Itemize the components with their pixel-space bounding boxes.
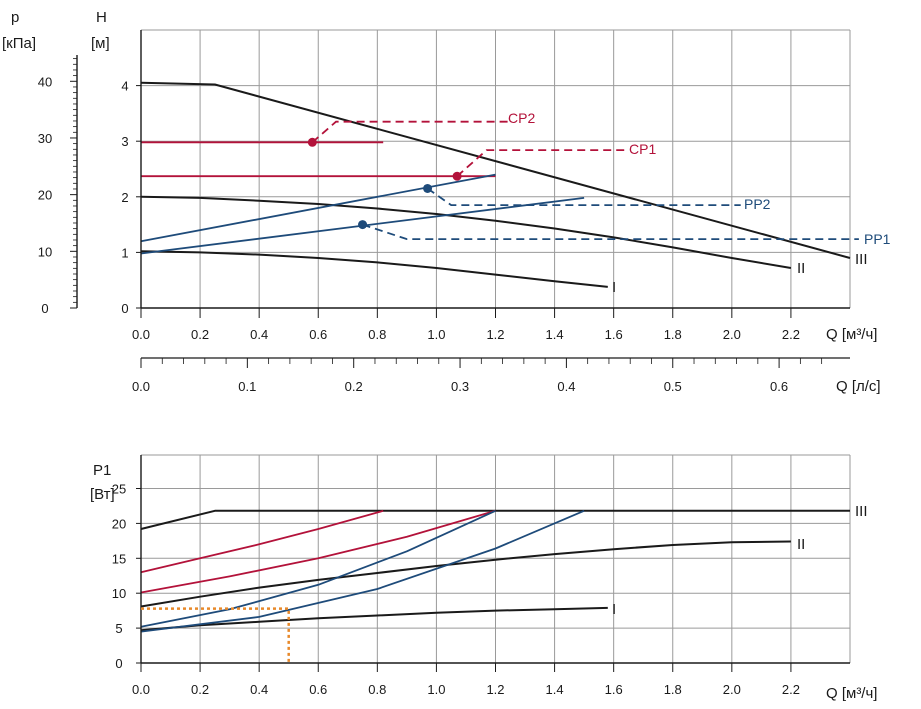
head-chart-operating-points bbox=[307, 120, 859, 241]
power-chart-grid bbox=[141, 454, 851, 663]
head-y-tick-label: 1 bbox=[121, 245, 128, 260]
power-y-tick-label: 10 bbox=[112, 586, 126, 601]
power-curve-label-II: II bbox=[797, 536, 805, 553]
power-curve-CP1 bbox=[140, 509, 496, 594]
op-label-PP1: PP1 bbox=[864, 231, 891, 247]
head-x-tick-label: 0.4 bbox=[250, 327, 268, 342]
head-curve-III bbox=[140, 81, 851, 259]
power-curve-II bbox=[140, 540, 791, 608]
power-x-tick-label: 1.6 bbox=[605, 682, 623, 697]
power-x-tick-label: 0.6 bbox=[309, 682, 327, 697]
head-chart-m-unit: [м] bbox=[91, 35, 110, 52]
op-label-CP2: CP2 bbox=[508, 110, 535, 126]
head-chart-kpa-symbol: p bbox=[11, 9, 19, 26]
power-y-tick-label: 25 bbox=[112, 482, 126, 497]
head-x-tick-label: 0.8 bbox=[368, 327, 386, 342]
head-x-tick-label: 1.6 bbox=[605, 327, 623, 342]
leader-PP1 bbox=[362, 223, 859, 241]
head-curve-II bbox=[140, 195, 792, 269]
power-curve-CP2 bbox=[140, 509, 384, 574]
leader-CP2 bbox=[311, 120, 511, 143]
power-x-tick-label: 0.2 bbox=[191, 682, 209, 697]
power-chart-axes: 0 5 10 15 20 25 0.0 0.2 0.4 0.6 0.8 1.0 1.2 1.4 1.6 1.8… bbox=[112, 455, 850, 697]
head-y-tick-label: 3 bbox=[121, 134, 128, 149]
lps-tick-label: 0.1 bbox=[238, 379, 256, 394]
head-x-tick-label: 0.2 bbox=[191, 327, 209, 342]
head-curve-label-III: III bbox=[855, 251, 868, 268]
power-curve-III bbox=[140, 509, 850, 530]
head-x-tick-label: 0.6 bbox=[309, 327, 327, 342]
power-x-tick-label: 2.2 bbox=[782, 682, 800, 697]
head-y-tick-label: 0 bbox=[121, 301, 128, 316]
head-chart-curves bbox=[140, 81, 851, 288]
power-curve-label-I: I bbox=[612, 601, 616, 618]
operating-point-CP1 bbox=[452, 171, 462, 181]
head-x-tick-label: 1.2 bbox=[486, 327, 504, 342]
power-chart-x-label: Q [м³/ч] bbox=[826, 685, 877, 702]
power-chart-symbol: P1 bbox=[93, 462, 111, 479]
power-curve-label-III: III bbox=[855, 503, 868, 520]
kpa-y-tick-label: 0 bbox=[41, 301, 48, 316]
power-chart-unit: [Вт] bbox=[90, 486, 115, 503]
op-label-PP2: PP2 bbox=[744, 196, 771, 212]
power-x-tick-label: 0.4 bbox=[250, 682, 268, 697]
head-x-tick-label: 1.4 bbox=[546, 327, 564, 342]
lps-tick-label: 0.2 bbox=[345, 379, 363, 394]
power-curve-PP2 bbox=[140, 509, 496, 628]
lps-tick-label: 0.0 bbox=[132, 379, 150, 394]
op-label-CP1: CP1 bbox=[629, 141, 656, 157]
lps-tick-label: 0.6 bbox=[770, 379, 788, 394]
kpa-y-tick-label: 10 bbox=[38, 244, 52, 259]
head-x-tick-label: 2.2 bbox=[782, 327, 800, 342]
kpa-y-tick-label: 20 bbox=[38, 188, 52, 203]
head-chart-kpa-unit: [кПа] bbox=[2, 35, 36, 52]
head-chart-grid bbox=[141, 29, 851, 308]
head-curve-label-I: I bbox=[612, 279, 616, 296]
power-chart-curves bbox=[140, 509, 850, 633]
operating-point-PP2 bbox=[423, 183, 433, 193]
head-y-tick-label: 4 bbox=[121, 79, 128, 94]
power-x-tick-label: 0.8 bbox=[368, 682, 386, 697]
head-chart-m-symbol: H bbox=[96, 9, 107, 26]
power-curve-I bbox=[140, 606, 608, 632]
lps-tick-label: 0.5 bbox=[664, 379, 682, 394]
leader-CP1 bbox=[456, 149, 626, 177]
head-x-tick-label: 0.0 bbox=[132, 327, 150, 342]
head-chart-x2-label: Q [л/с] bbox=[836, 378, 881, 395]
lps-tick-label: 0.3 bbox=[451, 379, 469, 394]
power-x-tick-label: 1.0 bbox=[427, 682, 445, 697]
head-curve-label-II: II bbox=[797, 260, 805, 277]
power-x-tick-label: 1.2 bbox=[486, 682, 504, 697]
head-y-tick-label: 2 bbox=[121, 190, 128, 205]
head-x-tick-label: 1.0 bbox=[427, 327, 445, 342]
lps-tick-label: 0.4 bbox=[557, 379, 575, 394]
power-y-tick-label: 20 bbox=[112, 516, 126, 531]
power-x-tick-label: 1.8 bbox=[664, 682, 682, 697]
head-chart-x-label: Q [м³/ч] bbox=[826, 326, 877, 343]
head-x-tick-label: 1.8 bbox=[664, 327, 682, 342]
kpa-y-tick-label: 30 bbox=[38, 131, 52, 146]
power-curve-PP1 bbox=[140, 509, 585, 633]
power-y-tick-label: 0 bbox=[115, 656, 122, 671]
power-y-tick-label: 5 bbox=[115, 621, 122, 636]
leader-PP2 bbox=[427, 187, 741, 207]
operating-point-CP2 bbox=[307, 137, 317, 147]
power-x-tick-label: 2.0 bbox=[723, 682, 741, 697]
power-reading-marker bbox=[141, 607, 290, 663]
power-x-tick-label: 0.0 bbox=[132, 682, 150, 697]
operating-point-PP1 bbox=[358, 220, 368, 230]
power-y-tick-label: 15 bbox=[112, 551, 126, 566]
head-curve-I bbox=[140, 250, 608, 288]
head-x-tick-label: 2.0 bbox=[723, 327, 741, 342]
head-curve-PP2 bbox=[140, 173, 496, 243]
power-x-tick-label: 1.4 bbox=[546, 682, 564, 697]
kpa-y-tick-label: 40 bbox=[38, 74, 52, 89]
